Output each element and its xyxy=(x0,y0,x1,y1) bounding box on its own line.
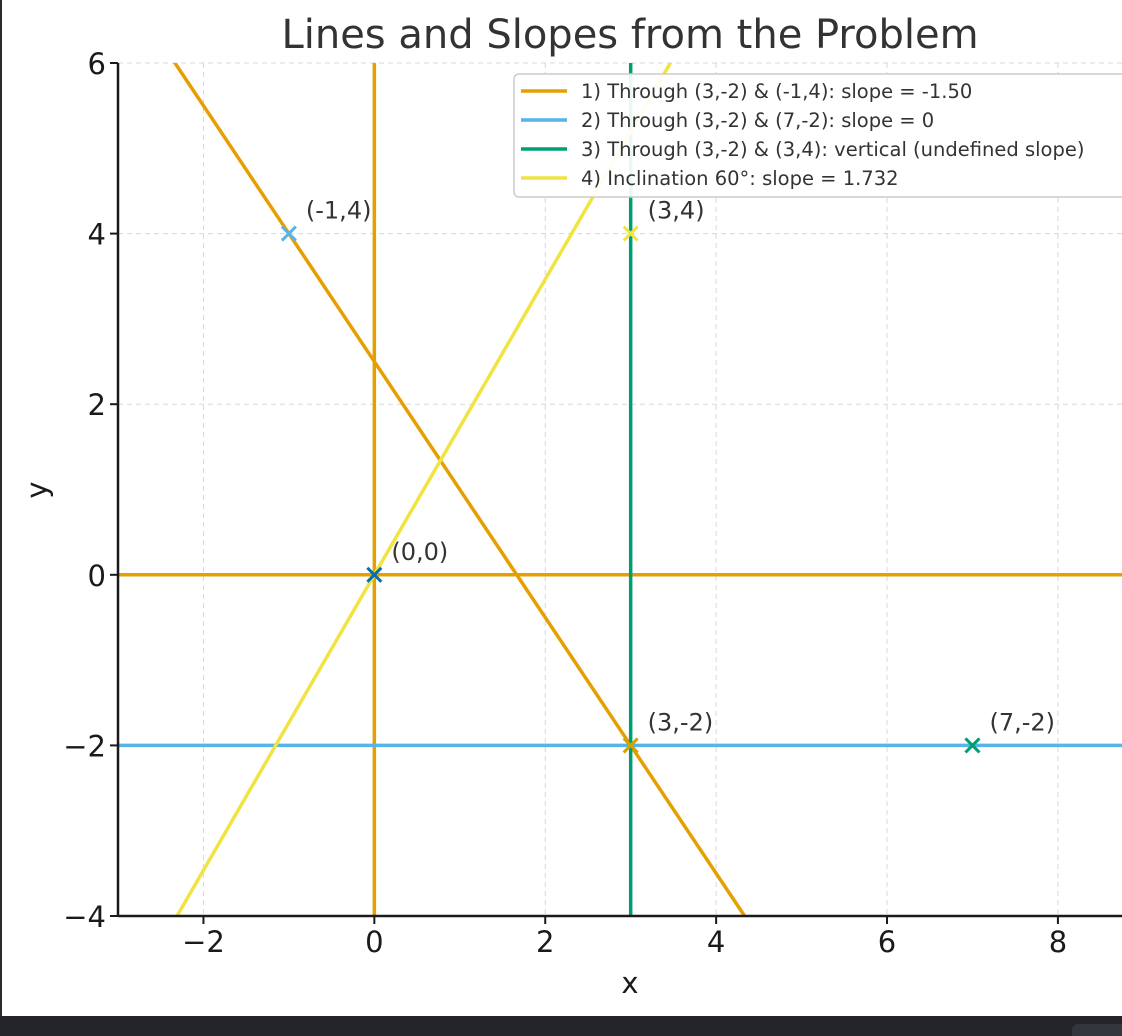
point-marker xyxy=(622,225,639,242)
point-marker xyxy=(964,737,981,754)
x-tick-label: −2 xyxy=(182,925,225,959)
legend-label: 1) Through (3,-2) & (-1,4): slope = -1.5… xyxy=(581,80,972,103)
legend-box xyxy=(513,73,1122,198)
legend-label: 2) Through (3,-2) & (7,-2): slope = 0 xyxy=(581,109,934,132)
point-label: (7,-2) xyxy=(989,708,1055,736)
x-tick-label: 0 xyxy=(365,925,383,959)
legend: 1) Through (3,-2) & (-1,4): slope = -1.5… xyxy=(513,73,1122,198)
x-tick-label: 2 xyxy=(536,925,554,959)
point-label: (3,-2) xyxy=(648,708,714,736)
x-axis-label: x xyxy=(621,966,638,1000)
data-points: (-1,4) (3,4) (0,0) (3,-2) (7,-2) xyxy=(280,197,1055,754)
window-left-border xyxy=(0,0,2,1016)
y-tick-label: 2 xyxy=(88,388,106,422)
y-tick-label: −4 xyxy=(63,900,106,934)
axes: −2 0 2 4 6 8 −4 −2 0 2 4 6 xyxy=(63,47,1122,959)
bottom-bar xyxy=(0,1016,1122,1036)
y-tick-label: 0 xyxy=(88,559,106,593)
point-marker xyxy=(622,737,639,754)
bottom-bar-button[interactable] xyxy=(1072,1024,1122,1036)
x-tick-label: 8 xyxy=(1049,925,1067,959)
legend-label: 3) Through (3,-2) & (3,4): vertical (und… xyxy=(581,138,1084,161)
point-label: (-1,4) xyxy=(306,197,372,225)
point-marker xyxy=(366,566,383,583)
legend-label: 4) Inclination 60°: slope = 1.732 xyxy=(581,167,899,190)
point-label: (0,0) xyxy=(391,538,448,566)
y-tick-label: 6 xyxy=(88,47,106,81)
point-label: (3,4) xyxy=(648,197,705,225)
x-tick-label: 6 xyxy=(878,925,896,959)
y-tick-label: −2 xyxy=(63,729,106,763)
point-marker xyxy=(280,225,297,242)
y-axis-label: y xyxy=(20,481,54,498)
y-tick-label: 4 xyxy=(88,218,106,252)
x-tick-label: 4 xyxy=(707,925,725,959)
chart-title: Lines and Slopes from the Problem xyxy=(281,12,978,58)
